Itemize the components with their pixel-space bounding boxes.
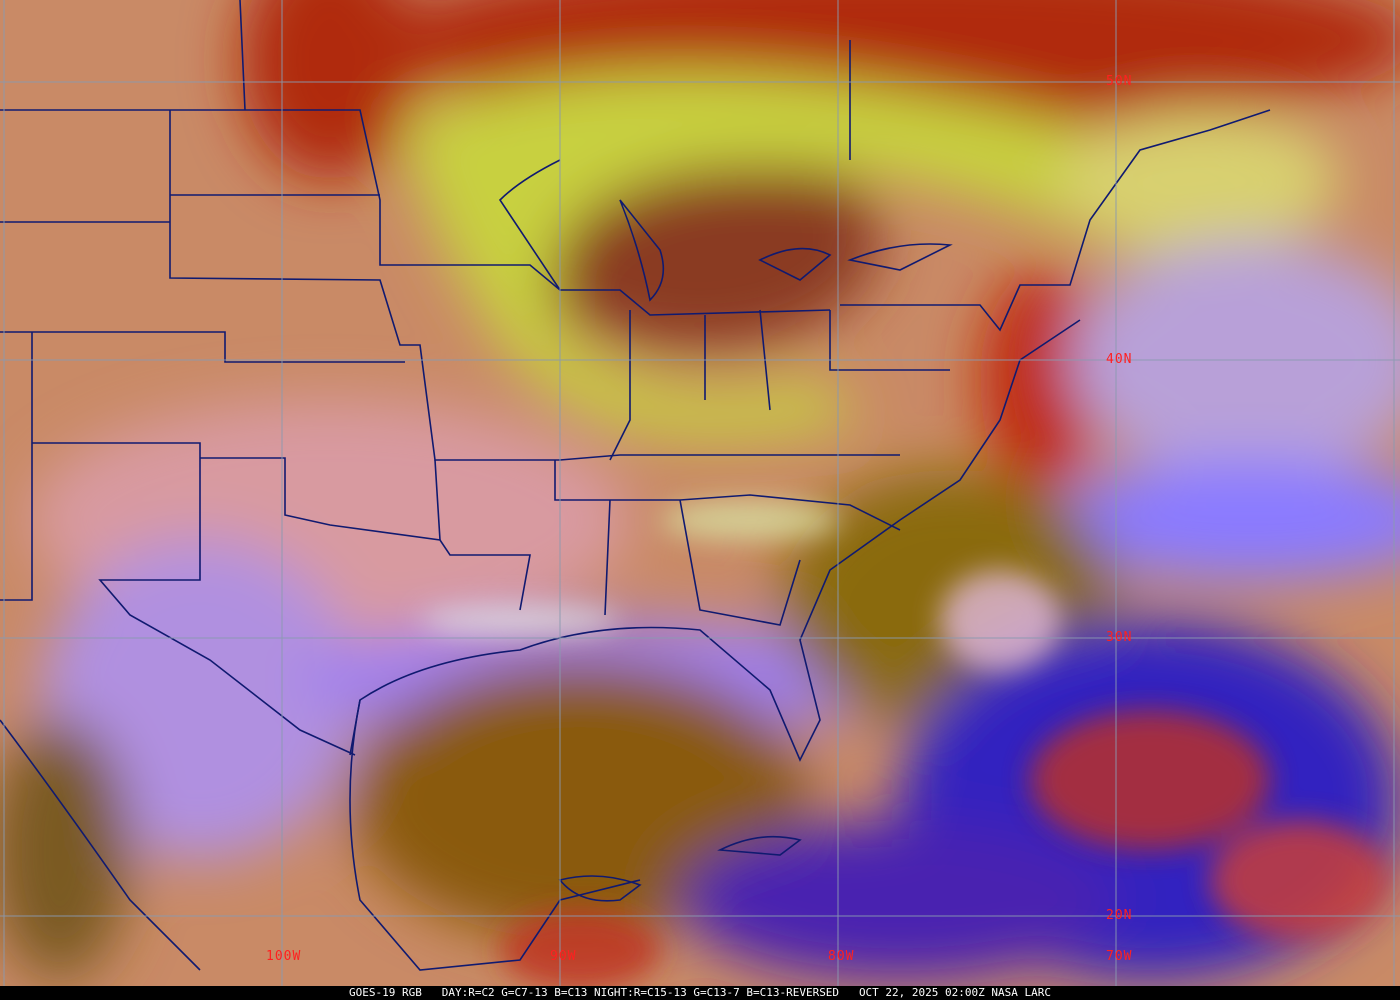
- lat-label-40n: 40N: [1106, 352, 1132, 367]
- lat-label-20n: 20N: [1106, 908, 1132, 923]
- lat-label-30n: 30N: [1106, 630, 1132, 645]
- lon-label-100w: 100W: [266, 949, 301, 964]
- lon-label-80w: 80W: [828, 949, 854, 964]
- caption-source: NASA LARC: [991, 986, 1052, 999]
- lat-label-50n: 50N: [1106, 74, 1132, 89]
- caption-product: DAY:R=C2 G=C7-13 B=C13 NIGHT:R=C15-13 G=…: [441, 986, 840, 999]
- caption-satellite: GOES-19 RGB: [348, 986, 422, 999]
- lon-label-70w: 70W: [1106, 949, 1132, 964]
- image-caption: GOES-19 RGB DAY:R=C2 G=C7-13 B=C13 NIGHT…: [0, 986, 1400, 1000]
- state-borders: [0, 0, 1271, 971]
- lon-label-90w: 90W: [550, 949, 576, 964]
- caption-datetime: OCT 22, 2025 02:00Z: [858, 986, 985, 999]
